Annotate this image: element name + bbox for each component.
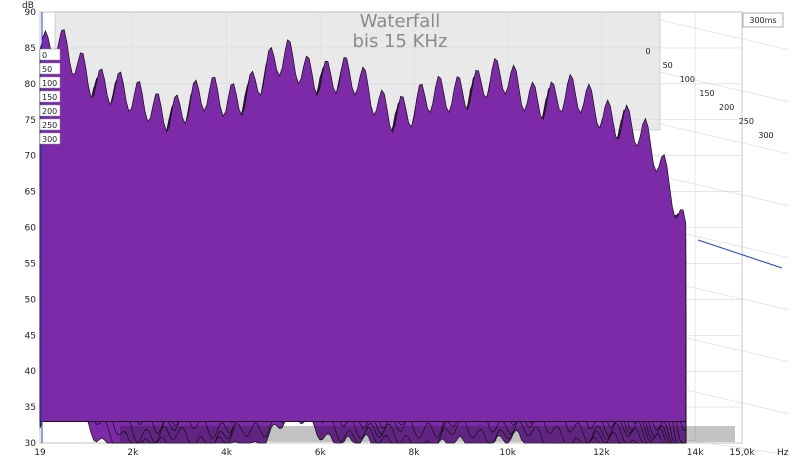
y-tick-label: 65 bbox=[25, 188, 36, 198]
time-tick-label: 150 bbox=[699, 89, 714, 98]
left-time-label-box bbox=[39, 118, 61, 131]
time-tick-label: 200 bbox=[719, 103, 734, 112]
left-time-label: 100 bbox=[42, 79, 57, 88]
y-tick-label: 35 bbox=[25, 403, 36, 413]
x-tick-label: 2k bbox=[127, 448, 139, 458]
left-time-label-box bbox=[39, 48, 61, 61]
time-tick-label: 300 bbox=[758, 131, 773, 140]
time-perspective-line bbox=[659, 175, 791, 207]
y-tick-label: 85 bbox=[25, 44, 36, 54]
x-tick-label: 12k bbox=[593, 448, 610, 458]
x-tick-label: 10k bbox=[499, 448, 516, 458]
time-tick-label: 50 bbox=[663, 61, 673, 70]
time-perspective-line bbox=[659, 19, 791, 51]
time-tick-label: 100 bbox=[680, 75, 695, 84]
y-tick-label: 80 bbox=[25, 80, 37, 90]
left-time-label-box bbox=[39, 76, 61, 89]
chart-subtitle: bis 15 KHz bbox=[353, 31, 448, 52]
chart-title: Waterfall bbox=[360, 11, 441, 32]
y-tick-label: 50 bbox=[25, 295, 37, 305]
x-tick-label: 14k bbox=[687, 448, 704, 458]
left-time-label: 0 bbox=[42, 51, 47, 60]
y-tick-label: 70 bbox=[25, 152, 37, 162]
x-tick-label: 8k bbox=[409, 448, 421, 458]
left-time-label: 50 bbox=[42, 65, 52, 74]
y-tick-label: 75 bbox=[25, 116, 36, 126]
y-tick-label: 90 bbox=[25, 8, 37, 18]
left-time-label-box bbox=[39, 104, 61, 117]
left-time-label-box bbox=[39, 62, 61, 75]
cursor-line bbox=[697, 239, 783, 269]
x-tick-label: 6k bbox=[315, 448, 327, 458]
left-time-label-box bbox=[39, 90, 61, 103]
time-axis-max-badge: 300ms bbox=[742, 12, 784, 28]
x-tick-label: 19 bbox=[34, 448, 46, 458]
x-tick-label: 15,0k bbox=[729, 448, 755, 458]
left-time-label: 250 bbox=[42, 121, 57, 130]
waterfall-slice bbox=[39, 29, 687, 422]
time-tick-label: 250 bbox=[739, 117, 754, 126]
x-tick-label: 4k bbox=[221, 448, 233, 458]
y-tick-label: 45 bbox=[25, 331, 36, 341]
time-perspective-line bbox=[659, 123, 791, 155]
y-tick-label: 60 bbox=[25, 224, 37, 234]
waterfall-slice bbox=[39, 381, 687, 444]
time-tick-label: 0 bbox=[645, 47, 650, 56]
x-axis-unit: Hz bbox=[777, 448, 789, 458]
y-axis-unit: dB bbox=[22, 1, 34, 11]
time-axis-max-label: 300ms bbox=[749, 16, 776, 25]
y-tick-label: 40 bbox=[25, 367, 37, 377]
time-axis-max-badge-frame bbox=[742, 12, 784, 28]
left-time-label-box bbox=[39, 132, 61, 145]
y-tick-label: 55 bbox=[25, 259, 36, 269]
left-time-label: 200 bbox=[42, 107, 57, 116]
y-tick-label: 30 bbox=[25, 439, 37, 449]
left-time-label: 300 bbox=[42, 135, 57, 144]
time-perspective-line bbox=[659, 71, 791, 103]
left-time-label: 150 bbox=[42, 93, 57, 102]
